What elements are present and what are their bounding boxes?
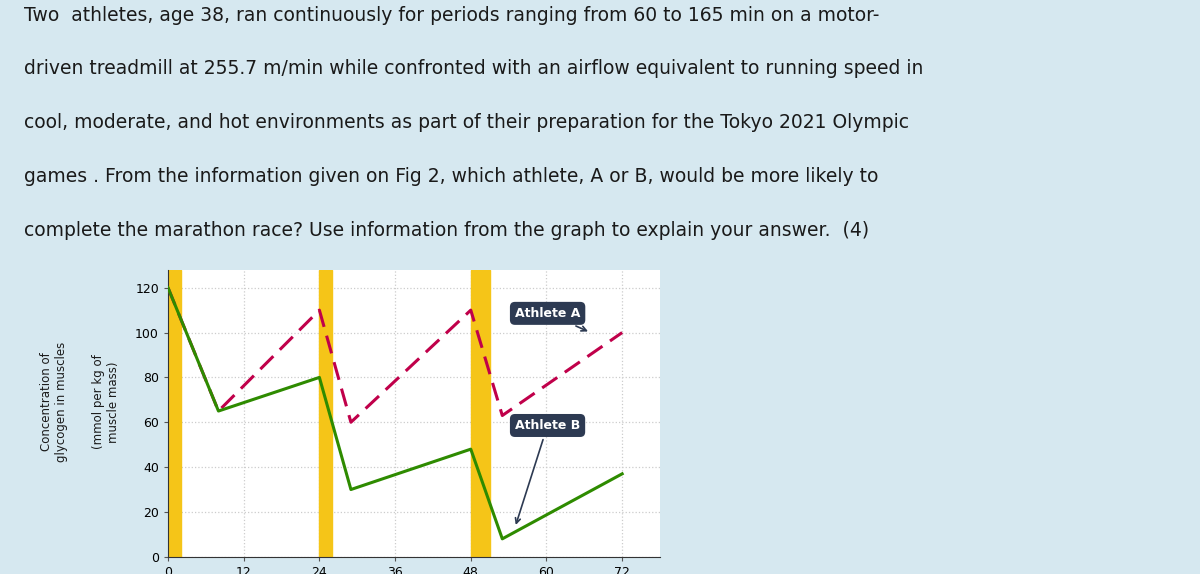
Bar: [470, 270, 490, 557]
Text: Two  athletes, age 38, ran continuously for periods ranging from 60 to 165 min o: Two athletes, age 38, ran continuously f…: [24, 6, 880, 25]
Text: Concentration of
glycogen in muscles: Concentration of glycogen in muscles: [40, 342, 68, 462]
Text: cool, moderate, and hot environments as part of their preparation for the Tokyo : cool, moderate, and hot environments as …: [24, 113, 908, 132]
Text: Athlete A: Athlete A: [515, 307, 587, 331]
Text: Athlete B: Athlete B: [515, 419, 580, 523]
Bar: [319, 270, 332, 557]
Text: games . From the information given on Fig 2, which athlete, A or B, would be mor: games . From the information given on Fi…: [24, 167, 878, 186]
Text: driven treadmill at 255.7 m/min while confronted with an airflow equivalent to r: driven treadmill at 255.7 m/min while co…: [24, 60, 923, 79]
Text: (mmol per kg of
muscle mass): (mmol per kg of muscle mass): [91, 354, 120, 449]
Text: complete the marathon race? Use information from the graph to explain your answe: complete the marathon race? Use informat…: [24, 220, 869, 240]
Bar: [168, 270, 181, 557]
